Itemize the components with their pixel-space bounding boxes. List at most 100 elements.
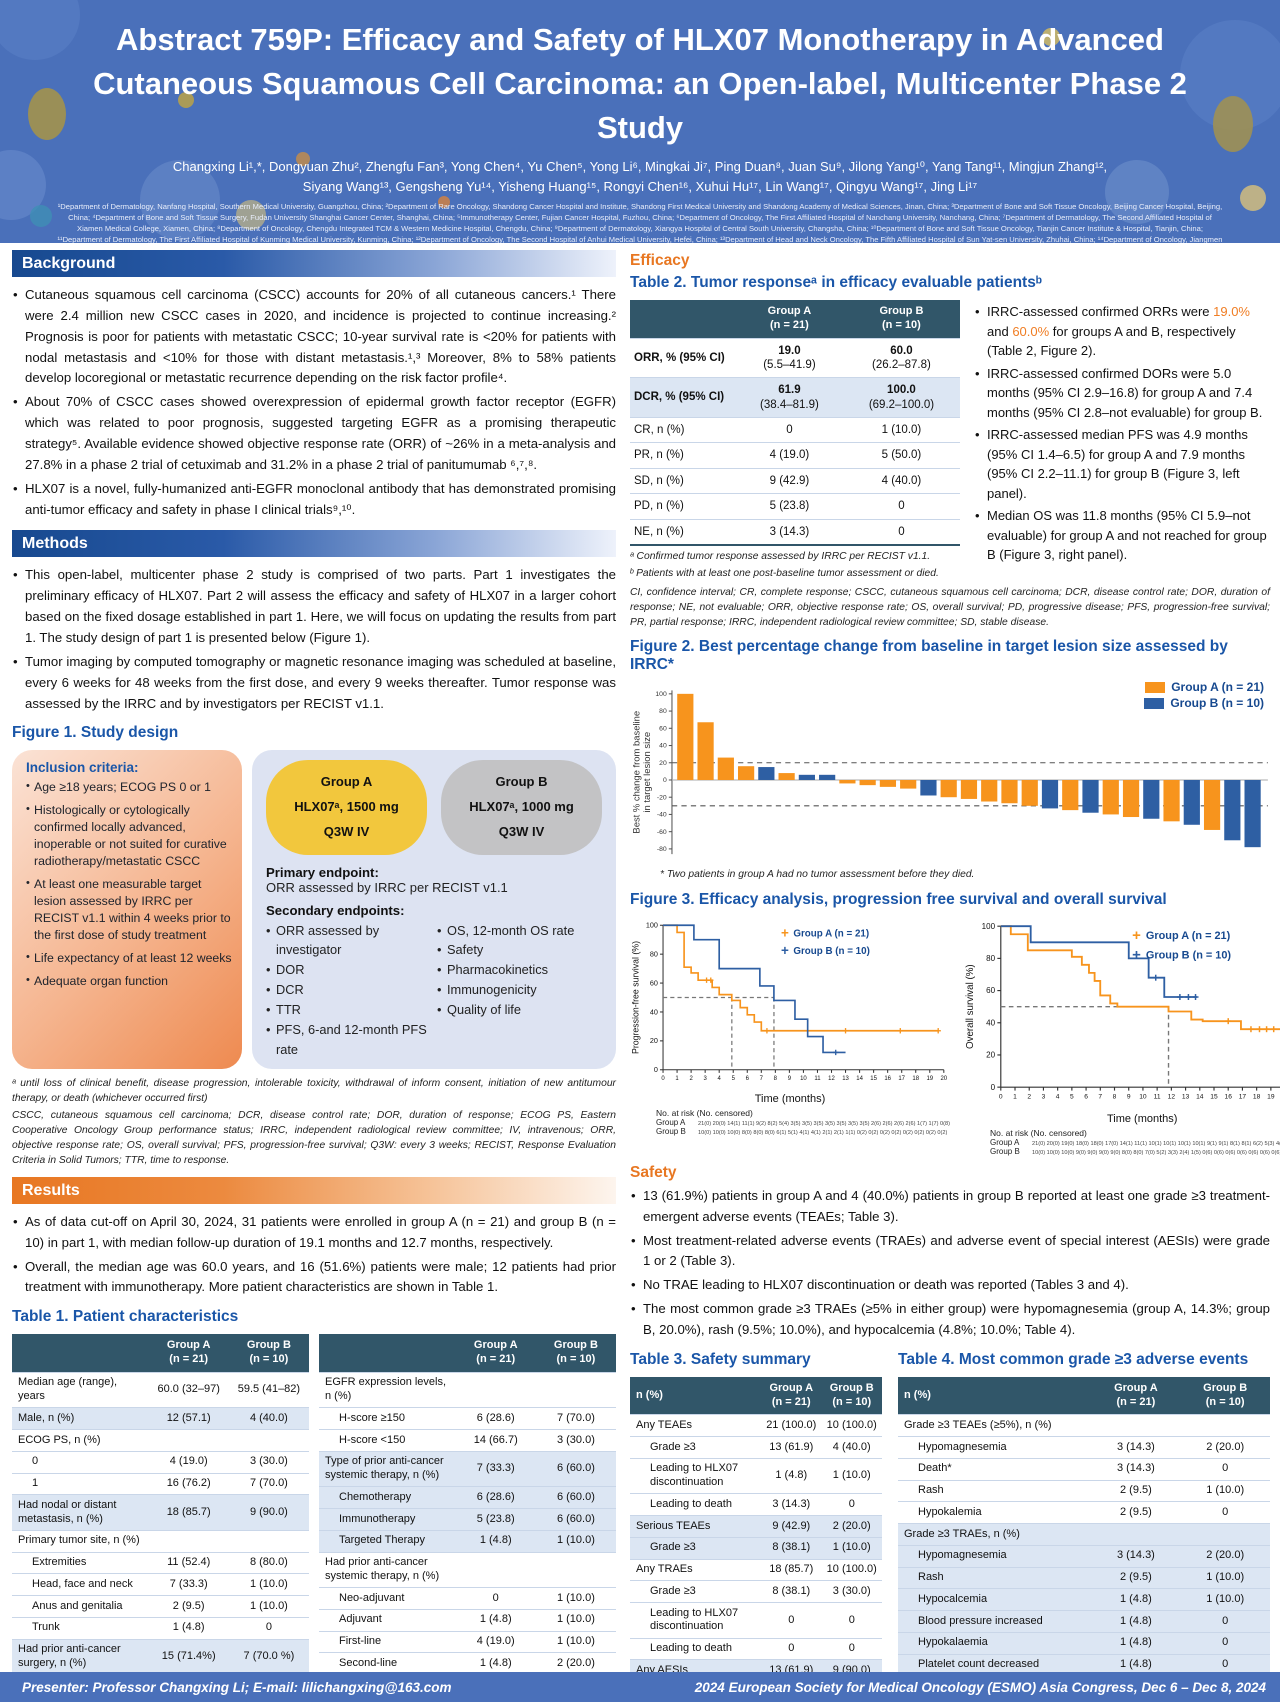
row-value: 0 (821, 1602, 882, 1639)
bullet-item: This open-label, multicenter phase 2 stu… (12, 565, 616, 648)
bullet-item: Safety (437, 940, 602, 960)
section-heading-methods: Methods (12, 530, 616, 558)
page-title: Abstract 759P: Efficacy and Safety of HL… (93, 22, 1187, 146)
row-value: 12 (57.1) (148, 1407, 229, 1430)
row-label: Had prior anti-cancer surgery, n (%) (12, 1638, 149, 1676)
row-label: Immunotherapy (319, 1508, 456, 1531)
row-value: 5 (23.8) (455, 1508, 536, 1531)
table-row: NE, n (%) 3 (14.3) 0 (630, 518, 960, 545)
row-value: 59.5 (41–82) (228, 1371, 309, 1408)
background-bullets: Cutaneous squamous cell carcinoma (CSCC)… (12, 285, 616, 520)
risk-numbers: 10(0) 10(0) 10(0) 8(0) 8(0) 8(0) 6(1) 5(… (698, 1130, 948, 1137)
column-header: Group A (n = 21) (148, 1334, 229, 1373)
row-value (1180, 1414, 1270, 1437)
row-label: Serious TEAEs (630, 1515, 762, 1538)
table-row: Leading to HLX07 discontinuation 0 0 (630, 1602, 882, 1639)
bullet-text: and (987, 323, 1013, 339)
svg-text:0: 0 (661, 1076, 665, 1082)
decorative-circle (1042, 28, 1060, 46)
row-value: 1 (10.0) (1180, 1588, 1270, 1611)
row-value: 1 (10.0) (821, 1457, 882, 1494)
bullet-item: As of data cut-off on April 30, 2024, 31… (12, 1212, 616, 1254)
svg-text:Group A (n = 21): Group A (n = 21) (793, 928, 869, 939)
table-row: Had prior anti-cancer surgery, n (%) 15 (… (12, 1638, 309, 1676)
table-row: Hypokalemia 2 (9.5) 0 (898, 1501, 1270, 1524)
svg-text:4: 4 (1056, 1093, 1060, 1100)
row-label: SD, n (%) (630, 467, 736, 494)
table-row: Platelet count decreased 1 (4.8) 0 (898, 1653, 1270, 1676)
figure3-caption: Figure 3. Efficacy analysis, progression… (630, 890, 1167, 908)
svg-text:11: 11 (814, 1076, 821, 1082)
svg-text:80: 80 (650, 949, 658, 958)
row-value: 7 (33.3) (455, 1450, 536, 1487)
table-row: First-line 4 (19.0) 1 (10.0) (319, 1630, 616, 1653)
svg-text:-20: -20 (657, 795, 667, 802)
row-label: PR, n (%) (630, 442, 736, 469)
row-value: 3 (14.3) (736, 518, 843, 545)
row-value (455, 1371, 536, 1408)
svg-text:Overall survival (%): Overall survival (%) (965, 964, 976, 1049)
bullet-item: HLX07 is a novel, fully-humanized anti-E… (12, 479, 616, 521)
row-value: 3 (14.3) (1091, 1436, 1181, 1459)
row-value: 100.0 (69.2–100.0) (842, 377, 960, 418)
bullet-item: IRRC-assessed confirmed ORRs were 19.0% … (974, 302, 1270, 361)
table-row: Immunotherapy 5 (23.8) 6 (60.0) (319, 1508, 616, 1531)
methods-bullets: This open-label, multicenter phase 2 stu… (12, 565, 616, 714)
row-value: 1 (4.8) (761, 1457, 822, 1494)
decorative-circle (438, 196, 450, 208)
table-row: Anus and genitalia 2 (9.5) 1 (10.0) (12, 1595, 309, 1618)
row-value (148, 1529, 229, 1553)
table-row: Grade ≥3 8 (38.1) 3 (30.0) (630, 1580, 882, 1603)
svg-text:Group B (n = 10): Group B (n = 10) (793, 946, 869, 957)
row-label: First-line (319, 1630, 456, 1653)
bullet-item: DCR (266, 980, 431, 1000)
row-value: 1 (10.0) (535, 1608, 616, 1632)
figure2-footnote: * Two patients in group A had no tumor a… (660, 868, 975, 880)
group-a-schedule: Q3W IV (323, 823, 370, 839)
column-header: n (%) (898, 1376, 1092, 1415)
svg-text:14: 14 (856, 1076, 863, 1082)
bullet-item: About 70% of CSCC cases showed overexpre… (12, 392, 616, 475)
pfs-chart: 0 20 40 60 80 100 0 1 2 3 4 5 6 7 8 9 10 11 12 13 14 15 16 17 18… (630, 917, 950, 1095)
row-value: 19.0 (5.5–41.9) (736, 337, 843, 378)
row-value: 9 (42.9) (761, 1515, 822, 1538)
risk-label: Group A (656, 1118, 686, 1128)
decorative-circle (1105, 160, 1169, 224)
svg-text:9: 9 (788, 1076, 792, 1082)
risk-label: Group B (990, 1146, 1020, 1156)
bullet-item: 13 (61.9%) patients in group A and 4 (40… (630, 1186, 1270, 1228)
waterfall-plot: 100 80 60 40 20 0 -20 -40 -60 -80 Best % change fr… (630, 682, 1270, 865)
svg-text:7: 7 (1098, 1093, 1102, 1100)
row-value: 3 (30.0) (535, 1429, 616, 1452)
column-header (12, 1334, 149, 1373)
table-row: Serious TEAEs 9 (42.9) 2 (20.0) (630, 1515, 882, 1538)
congress-info: 2024 European Society for Medical Oncolo… (694, 1679, 1266, 1695)
table-row: 1 16 (76.2) 7 (70.0) (12, 1472, 309, 1495)
results-bullets: As of data cut-off on April 30, 2024, 31… (12, 1212, 616, 1298)
svg-text:17: 17 (1239, 1093, 1247, 1100)
row-value: 1 (10.0) (228, 1595, 309, 1618)
bullet-item: Age ≥18 years; ECOG PS 0 or 1 (26, 779, 232, 796)
row-label: Hypokalaemia (898, 1631, 1092, 1655)
decorative-circle (178, 92, 194, 108)
table2-abbreviations: CI, confidence interval; CR, complete re… (630, 586, 1270, 628)
row-value: 1 (10.0) (228, 1573, 309, 1596)
table-row: Any TEAEs 21 (100.0) 10 (100.0) (630, 1414, 882, 1437)
row-value: 1 (4.8) (1091, 1631, 1181, 1655)
highlight-orr-a: 19.0% (1213, 304, 1250, 319)
row-label: Adjuvant (319, 1608, 456, 1632)
affiliations: ¹Department of Dermatology, Nanfang Hosp… (57, 202, 1223, 243)
pfs-risk-table: No. at risk (No. censored) Group A 21(0) … (630, 1108, 950, 1136)
table-row: CR, n (%) 0 1 (10.0) (630, 416, 960, 443)
table-row: Hypocalcemia 1 (4.8) 1 (10.0) (898, 1588, 1270, 1611)
column-header: Group B (n = 10) (535, 1334, 616, 1373)
svg-text:0: 0 (654, 1065, 658, 1074)
svg-text:Group A (n = 21): Group A (n = 21) (1146, 930, 1231, 942)
svg-text:1: 1 (675, 1076, 679, 1082)
table-row: H-score <150 14 (66.7) 3 (30.0) (319, 1429, 616, 1452)
column-header: Group B (n = 10) (1180, 1376, 1270, 1415)
group-b-pill: Group B HLX07ᵃ, 1000 mg Q3W IV (441, 760, 602, 855)
table-row: Rash 2 (9.5) 1 (10.0) (898, 1566, 1270, 1589)
figure1-abbreviations: CSCC, cutaneous squamous cell carcinoma;… (12, 1110, 616, 1166)
poster-footer: Presenter: Professor Changxing Li; E-mai… (0, 1672, 1280, 1702)
